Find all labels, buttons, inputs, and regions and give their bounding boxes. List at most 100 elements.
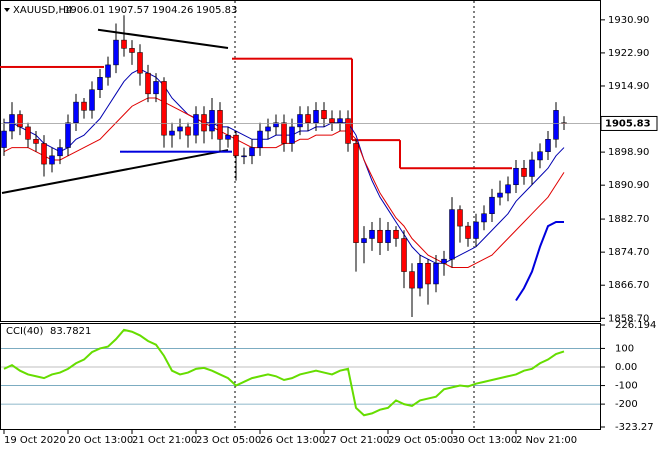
- y-tick-label: 1882.70: [608, 214, 649, 225]
- candle-body: [9, 114, 15, 132]
- current-price-box: [600, 115, 658, 131]
- candle-body: [409, 271, 415, 289]
- x-tick-label: 30 Oct 13:00: [452, 435, 517, 446]
- candle-body: [489, 196, 495, 214]
- candle-body: [81, 101, 87, 111]
- open: 1906.01: [64, 5, 105, 16]
- candle-body: [97, 77, 103, 90]
- x-tick-label: 19 Oct 2020: [4, 435, 66, 446]
- high: 1907.57: [108, 5, 149, 16]
- y-tick-label: 1858.70: [608, 313, 649, 324]
- candle-body: [105, 64, 111, 78]
- candle-body: [329, 118, 335, 124]
- candle-body: [505, 184, 511, 194]
- menu-icon: [4, 8, 10, 12]
- cci-line: [3, 328, 565, 417]
- candle-body: [89, 89, 95, 111]
- candle-body: [113, 39, 119, 66]
- candle-body: [321, 110, 327, 119]
- candle-body: [281, 122, 287, 144]
- y-tick-label: 1914.90: [608, 81, 649, 92]
- candle-body: [289, 126, 295, 144]
- x-tick-label: 2 Nov 21:00: [516, 435, 577, 446]
- candle-body: [497, 192, 503, 198]
- candle-body: [137, 52, 143, 74]
- candle-body: [153, 81, 159, 95]
- candle-body: [457, 209, 463, 227]
- candle-body: [193, 114, 199, 136]
- candle-body: [345, 118, 351, 144]
- candle-body: [241, 155, 247, 158]
- candle-body: [177, 126, 183, 132]
- candle-body: [129, 48, 135, 53]
- candle-body: [401, 238, 407, 272]
- candle-body: [265, 126, 271, 132]
- y-tick-label: 1930.90: [608, 15, 649, 26]
- y-tick-label: 1866.70: [608, 280, 649, 291]
- cci-label: CCI(40): [6, 326, 44, 337]
- x-tick-label: 26 Oct 13:00: [260, 435, 325, 446]
- cci-value: 83.7821: [50, 326, 91, 337]
- candle-body: [17, 114, 23, 128]
- x-tick-label: 27 Oct 21:00: [324, 435, 389, 446]
- candle-body: [161, 81, 167, 136]
- candle-body: [185, 126, 191, 136]
- candle-body: [217, 110, 223, 140]
- candle-body: [481, 213, 487, 223]
- low: 1904.26: [152, 5, 193, 16]
- current-price-label: 1905.83: [605, 118, 651, 129]
- candle-body: [449, 209, 455, 260]
- candle-body: [417, 263, 423, 289]
- symbol: XAUUSD,H4: [13, 5, 72, 16]
- candle-body: [169, 130, 175, 136]
- candle-body: [513, 167, 519, 186]
- candle-body: [25, 126, 31, 140]
- candle-body: [361, 238, 367, 243]
- candle-body: [473, 221, 479, 239]
- x-tick-label: 23 Oct 05:00: [196, 435, 261, 446]
- title-bar: XAUUSD,H4 1906.01 1907.57 1904.26 1905.8…: [4, 5, 237, 16]
- candle-body: [297, 114, 303, 128]
- x-tick-label: 20 Oct 13:00: [68, 435, 133, 446]
- indicator-line: [515, 220, 564, 302]
- candle-body: [57, 147, 63, 157]
- cci-tick-label: 100: [615, 343, 634, 354]
- cci-tick-label: -323.27: [615, 422, 654, 433]
- candle-body: [521, 167, 527, 177]
- cci-tick-label: -100: [615, 381, 638, 392]
- cci-tick-label: 0.00: [615, 362, 637, 373]
- candle-body: [425, 263, 431, 285]
- candle-body: [121, 39, 127, 49]
- candle-body: [465, 225, 471, 239]
- candle-body: [145, 72, 151, 95]
- candle-body: [537, 151, 543, 161]
- trendline: [1, 149, 229, 195]
- candle-body: [337, 118, 343, 124]
- candle-body: [1, 130, 7, 148]
- candle-body: [529, 159, 535, 177]
- candle-body: [545, 139, 551, 152]
- candle-body: [393, 229, 399, 239]
- y-tick-label: 1874.70: [608, 247, 649, 258]
- candle-body: [249, 147, 255, 157]
- candle-body: [65, 122, 71, 148]
- y-tick-label: 1890.90: [608, 180, 649, 191]
- y-tick-label: 1922.90: [608, 48, 649, 59]
- cci-tick-label: -200: [615, 399, 638, 410]
- candle-body: [273, 122, 279, 128]
- plot-layer: [0, 15, 600, 417]
- y-tick-label: 1898.90: [608, 147, 649, 158]
- candle-body: [201, 114, 207, 132]
- candle-body: [49, 155, 55, 165]
- close: 1905.83: [196, 5, 237, 16]
- candle-body: [313, 110, 319, 124]
- candle-body: [225, 134, 231, 140]
- candle-body: [33, 139, 39, 144]
- candle-body: [369, 229, 375, 239]
- candle-body: [233, 134, 239, 157]
- candle-body: [73, 101, 79, 124]
- cci-tick-label: 226.194: [615, 320, 656, 331]
- price-pane-frame: [0, 0, 601, 322]
- cci-pane-frame: [0, 323, 601, 430]
